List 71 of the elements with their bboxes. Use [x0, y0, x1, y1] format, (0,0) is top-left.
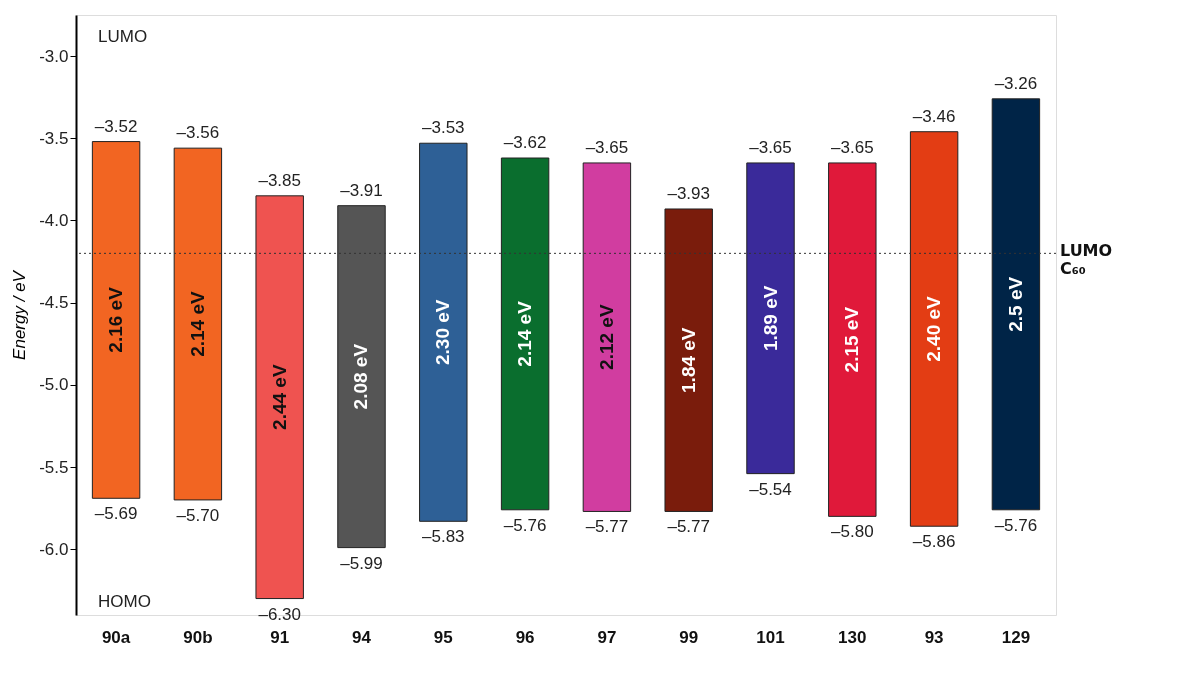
- y-tick-label: -4.0: [39, 210, 69, 230]
- bar: [664, 208, 713, 512]
- annotation: –3.26: [994, 73, 1038, 93]
- annotation: –5.77: [667, 517, 710, 537]
- annotation: –3.62: [503, 133, 547, 153]
- annotation: –5.83: [422, 527, 465, 547]
- annotation: 2.5 eV: [1004, 276, 1026, 332]
- annotation: –5.77: [585, 517, 629, 537]
- y-tick-label: -5.0: [39, 375, 69, 395]
- bar: [500, 157, 550, 511]
- annotation: –5.69: [94, 504, 138, 524]
- x-tick-label: 99: [679, 627, 699, 647]
- annotation: –5.99: [340, 553, 383, 573]
- annotation: 1.84 eV: [677, 327, 699, 393]
- bar: [173, 147, 223, 501]
- annotation: –3.53: [422, 118, 465, 138]
- y-tick-label: -6.0: [39, 539, 69, 559]
- annotation: 2.08 eV: [350, 343, 372, 410]
- annotation: –3.65: [831, 137, 874, 157]
- x-tick-label: 93: [924, 627, 944, 647]
- bar: [582, 162, 632, 512]
- annotation: 2.44 eV: [268, 364, 290, 430]
- bar: [91, 141, 141, 499]
- y-tick-label: -3.5: [39, 128, 69, 148]
- annotation: 2.40 eV: [923, 295, 945, 362]
- annotation: –6.30: [258, 604, 301, 624]
- annotation: HOMO: [98, 592, 151, 611]
- x-tick-label: 97: [597, 627, 617, 647]
- annotation: –5.86: [912, 532, 956, 552]
- annotation: –3.65: [749, 137, 792, 157]
- x-tick-label: 129: [1001, 627, 1031, 647]
- y-tick-label: -3.0: [39, 46, 69, 66]
- bar: [337, 205, 386, 549]
- annotation: 2.15 eV: [841, 306, 863, 373]
- x-tick-label: 101: [756, 627, 785, 647]
- x-tick-label: 91: [270, 627, 290, 647]
- bar: [909, 131, 959, 527]
- annotation: –5.54: [749, 479, 792, 499]
- annotation: 1.89 eV: [759, 285, 781, 352]
- y-tick-label: -5.5: [39, 457, 69, 477]
- annotation: 2.16 eV: [105, 286, 127, 353]
- x-tick-label: 90a: [101, 627, 131, 647]
- bar: [255, 195, 304, 600]
- ref-line-label: LUMO C₆₀: [1060, 241, 1113, 279]
- annotation: –3.52: [94, 116, 138, 136]
- annotation: –5.80: [831, 522, 874, 542]
- x-tick-label: 130: [838, 627, 867, 647]
- annotation: LUMO: [98, 27, 148, 46]
- annotation: –3.46: [912, 106, 956, 126]
- y-axis-title: Energy / eV: [10, 269, 30, 360]
- x-tick-label: 95: [433, 627, 453, 647]
- annotation: 2.14 eV: [186, 290, 208, 357]
- y-tick-label: -4.5: [39, 293, 69, 313]
- x-tick-label: 90b: [183, 627, 213, 647]
- x-tick-label: 96: [515, 627, 535, 647]
- annotation: –5.76: [503, 515, 547, 535]
- annotation: –3.56: [176, 123, 220, 143]
- annotation: –3.93: [667, 183, 710, 203]
- annotation: 2.12 eV: [595, 304, 617, 370]
- annotation: –3.65: [585, 137, 629, 157]
- bar: [991, 98, 1041, 511]
- annotation: 2.30 eV: [432, 299, 454, 366]
- bar: [419, 142, 468, 522]
- annotation: –5.70: [176, 505, 220, 525]
- annotation: –3.91: [340, 180, 383, 200]
- bar: [828, 162, 877, 517]
- bar: [746, 162, 795, 475]
- annotation: 2.14 eV: [514, 300, 536, 367]
- annotation: –5.76: [994, 515, 1038, 535]
- annotation: –3.85: [258, 170, 301, 190]
- x-tick-label: 94: [352, 627, 372, 647]
